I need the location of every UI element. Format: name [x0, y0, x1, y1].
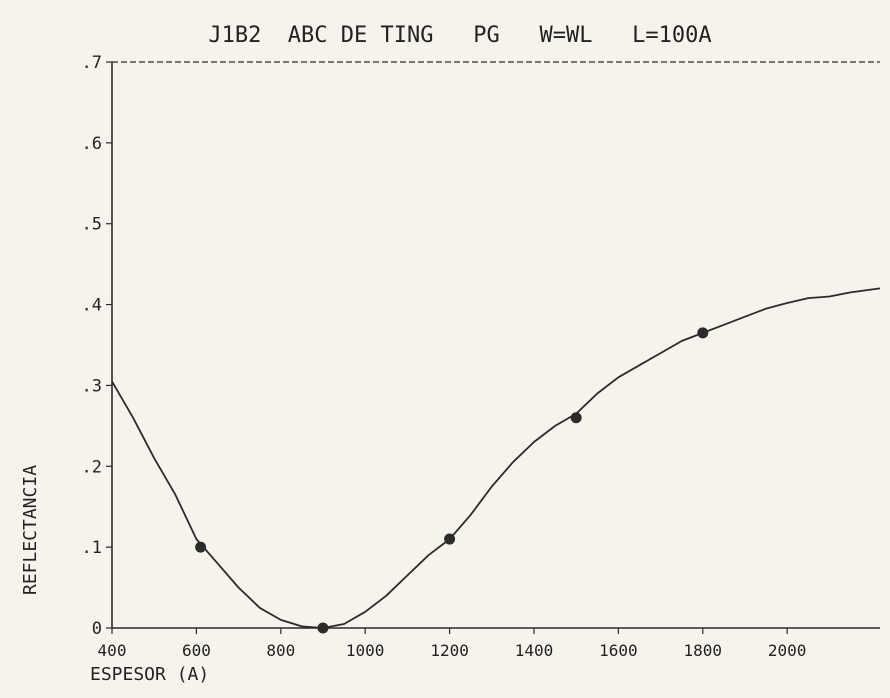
y-tick-label: .2 — [82, 457, 102, 477]
y-tick-label: .5 — [82, 215, 102, 235]
y-tick-label: .4 — [82, 296, 102, 316]
x-tick-label: 400 — [98, 641, 127, 660]
x-tick-label: 1800 — [684, 641, 723, 660]
chart-title: J1B2 ABC DE TING PG W=WL L=100A — [208, 23, 711, 48]
y-tick-label: 0 — [92, 619, 102, 639]
x-tick-label: 1600 — [599, 641, 638, 660]
x-tick-label: 800 — [266, 641, 295, 660]
series-layer — [111, 287, 881, 629]
x-tick-label: 600 — [182, 641, 211, 660]
data-point — [444, 533, 456, 545]
tick-labels: 400 600 800 1000 1200 1400 1600 1800 2000 0 .1 .2 .3… — [82, 53, 807, 660]
axes — [111, 61, 880, 629]
y-tick-label: .6 — [82, 134, 102, 154]
x-tick-label: 1400 — [515, 641, 554, 660]
y-tick-label: .3 — [82, 376, 102, 396]
y-axis-label: REFLECTANCIA — [20, 465, 41, 595]
marker-layer — [195, 327, 709, 634]
y-tick-label: .7 — [82, 53, 102, 73]
x-axis-label: ESPESOR (A) — [90, 664, 209, 685]
data-point — [570, 412, 582, 424]
x-tick-label: 1000 — [346, 641, 385, 660]
data-point — [697, 327, 709, 339]
data-point — [195, 541, 207, 553]
data-point — [317, 622, 329, 634]
y-tick-label: .1 — [82, 538, 102, 558]
x-tick-label: 1200 — [430, 641, 469, 660]
series-line — [111, 287, 881, 629]
x-tick-label: 2000 — [768, 641, 807, 660]
tick-marks — [106, 61, 788, 634]
